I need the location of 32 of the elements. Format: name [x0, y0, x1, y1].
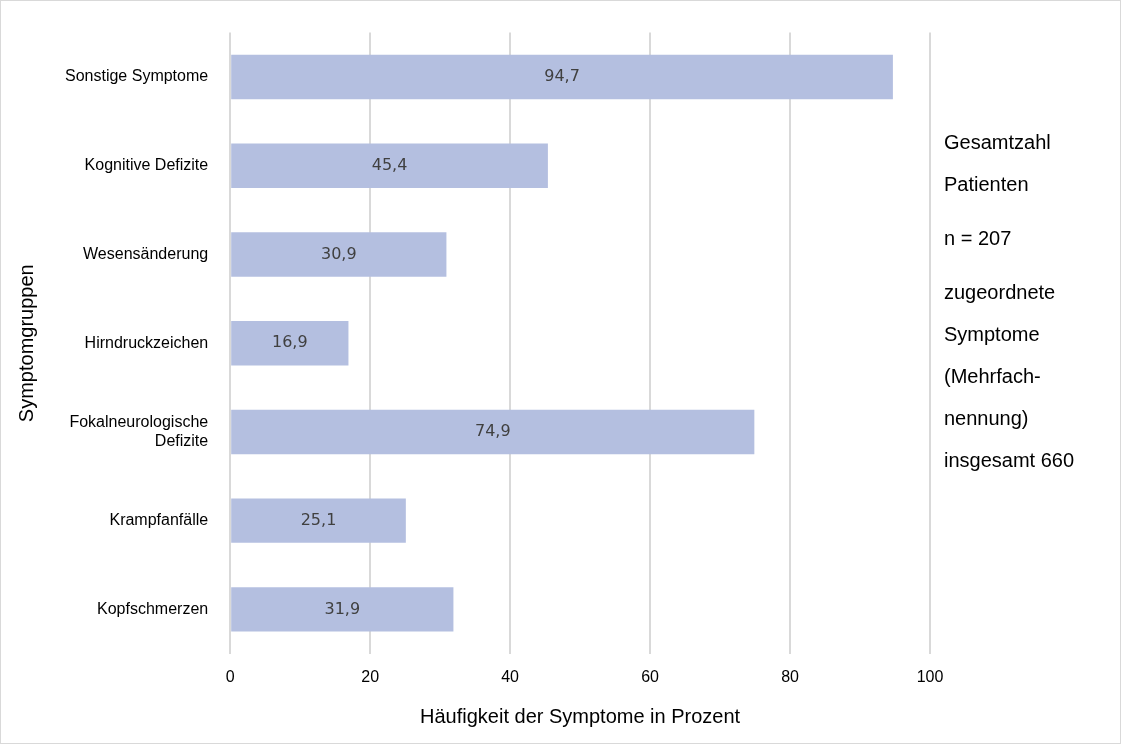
- bar: [231, 232, 447, 277]
- bar: [231, 498, 406, 543]
- bar: [231, 143, 548, 188]
- x-tick-label: 0: [225, 667, 235, 685]
- y-axis-title: Symptomgruppen: [14, 264, 37, 423]
- data-label: 30,9: [320, 243, 357, 263]
- data-label: 16,9: [272, 332, 308, 352]
- x-tick-label: 80: [781, 667, 800, 685]
- x-tick-label: 20: [361, 667, 380, 685]
- y-tick-label: Kognitive Defizite: [84, 156, 209, 174]
- x-axis-title: Häufigkeit der Symptome in Prozent: [420, 704, 741, 727]
- x-tick-label: 40: [501, 667, 520, 685]
- text: n = 207: [944, 226, 1013, 251]
- text: zugeordnete Symptome (Mehrfach-nennung) insgesamt 660: [944, 280, 1076, 473]
- x-tick-label: 100: [916, 667, 944, 685]
- y-tick-label: Krampfanfälle: [109, 511, 209, 529]
- y-tick-label: Fokalneurologische Defizite: [69, 412, 209, 449]
- bar: [231, 587, 454, 632]
- data-label: 25,1: [300, 509, 337, 529]
- y-tick-label: Hirndruckzeichen: [84, 333, 209, 351]
- y-tick-label: Kopfschmerzen: [97, 599, 209, 617]
- y-tick-label: Wesensänderung: [83, 244, 209, 262]
- data-label: 31,9: [324, 598, 361, 618]
- bar: [231, 409, 755, 455]
- data-label: 94,7: [544, 66, 580, 86]
- data-label: 45,4: [371, 154, 408, 174]
- bar: [231, 54, 893, 100]
- bar: [231, 321, 349, 366]
- data-label: 74,9: [474, 421, 511, 441]
- text: Gesamtzahl Patienten: [944, 130, 1052, 197]
- y-tick-label: Sonstige Symptome: [64, 67, 209, 85]
- x-tick-label: 60: [641, 667, 660, 685]
